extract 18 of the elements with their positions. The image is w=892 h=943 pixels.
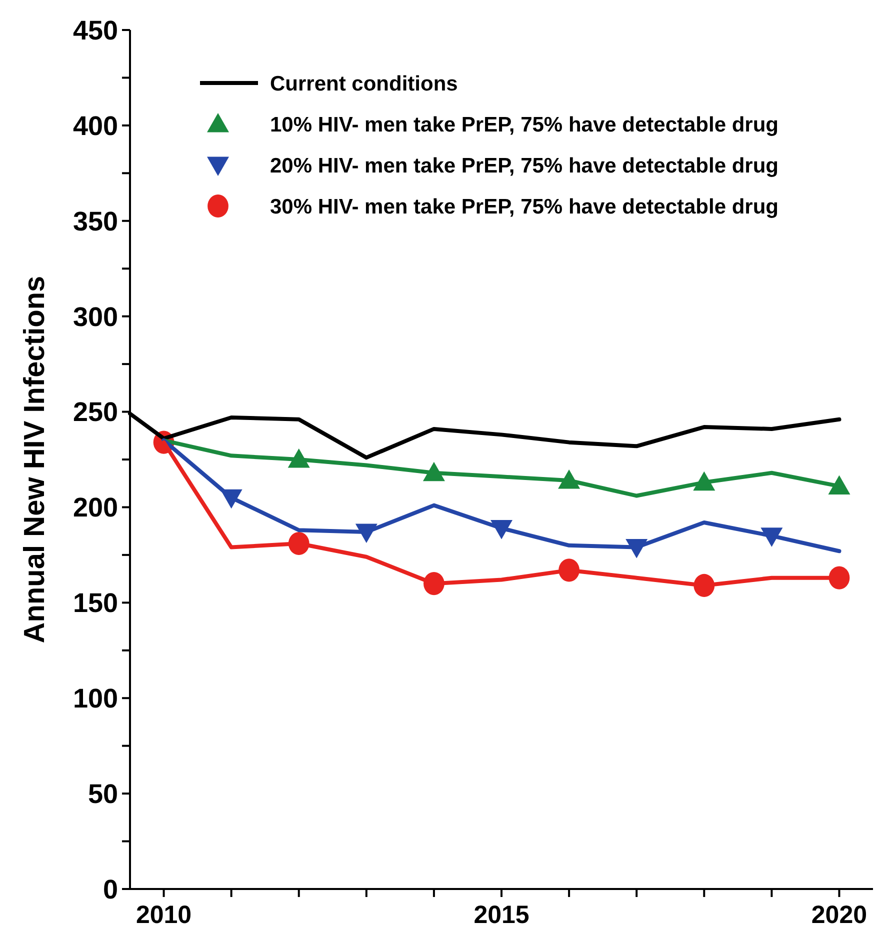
y-tick-label: 300 — [72, 302, 118, 332]
legend-label: 10% HIV- men take PrEP, 75% have detectable drug — [270, 113, 779, 136]
y-tick-label: 400 — [72, 110, 118, 141]
y-tick-label: 250 — [72, 397, 118, 428]
x-tick-label: 2020 — [811, 901, 868, 929]
y-tick-label: 350 — [72, 206, 118, 236]
y-tick-label: 0 — [102, 874, 118, 904]
y-tick-label: 200 — [72, 492, 118, 523]
y-axis-title: Annual New HIV Infections — [19, 276, 51, 644]
legend-label: 30% HIV- men take PrEP, 75% have detectable drug — [270, 195, 779, 218]
y-tick-label: 50 — [88, 779, 118, 810]
y-tick-label: 100 — [72, 684, 118, 714]
legend-label: 20% HIV- men take PrEP, 75% have detectable drug — [270, 154, 779, 178]
y-tick-label: 450 — [72, 15, 118, 46]
y-tick-label: 150 — [72, 588, 118, 618]
x-tick-label: 2010 — [136, 901, 192, 929]
legend-label: Current conditions — [270, 72, 458, 96]
x-tick-label: 2015 — [474, 901, 530, 929]
